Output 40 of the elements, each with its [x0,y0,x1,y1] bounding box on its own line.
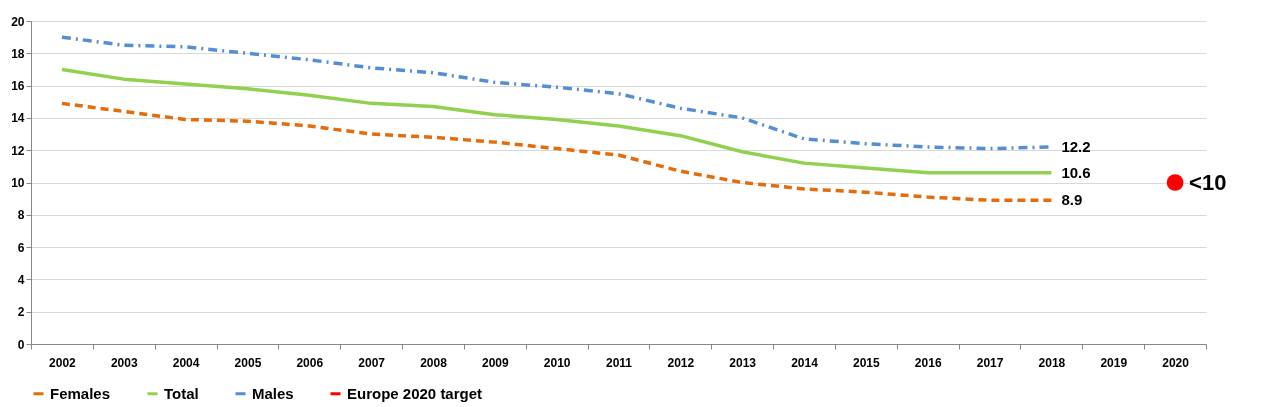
y-tick-label: 8 [17,208,25,223]
x-tick-label: 2008 [420,355,448,370]
x-tick-label: 2003 [110,355,138,370]
y-tick-label: 14 [11,111,25,126]
x-tick-label: 2019 [1100,355,1128,370]
data-label: 10.6 [1061,163,1091,181]
y-tick-label: 12 [11,143,25,158]
line-series [60,67,1054,175]
y-tick-label: 16 [11,79,25,94]
x-tick-label: 2011 [605,355,633,370]
data-label: 8.9 [1061,191,1083,209]
x-tick-label: 2012 [667,355,695,370]
x-tick-label: 2004 [172,355,200,370]
data-label: 12.2 [1061,137,1091,155]
legend-label: Males [252,384,294,402]
y-tick-label: 4 [17,272,25,287]
legend-label: Total [164,384,199,402]
data-label: <10 [1189,169,1227,195]
x-tick-label: 2005 [234,355,262,370]
x-tick-label: 2015 [853,355,881,370]
y-tick-label: 20 [11,14,25,29]
y-tick-label: 6 [17,240,25,255]
y-tick-label: 2 [17,305,25,320]
x-tick-label: 2009 [481,355,509,370]
y-tick-label: 10 [11,176,25,190]
legend-label: Europe 2020 target [347,384,483,402]
x-tick-label: 2018 [1038,355,1066,370]
y-tick-label: 18 [11,46,25,61]
legend-label: Females [50,384,111,402]
x-tick-label: 2006 [296,355,324,370]
x-tick-label: 2014 [791,355,819,370]
x-tick-label: 2016 [914,355,942,370]
x-tick-label: 2007 [358,355,386,370]
x-tick-label: 2010 [543,355,571,370]
line-series [60,101,1054,203]
x-tick-label: 2013 [729,355,757,370]
x-tick-label: 2017 [976,355,1004,370]
x-tick-label: 2020 [1162,355,1190,370]
x-tick-label: 2002 [49,355,77,370]
y-tick-label: 0 [17,337,25,352]
